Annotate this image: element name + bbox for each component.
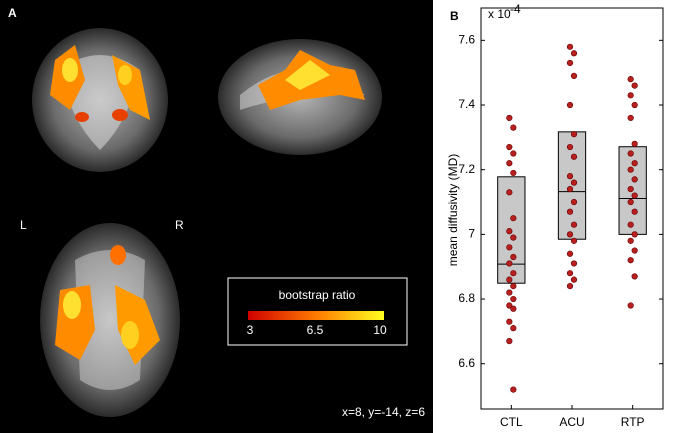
side-label: R (175, 218, 184, 232)
coordinates: x=8, y=-14, z=6 (342, 405, 425, 419)
point (631, 192, 638, 199)
point (570, 237, 578, 244)
point (506, 189, 513, 196)
point (510, 283, 517, 290)
y-tick-label: 7.4 (458, 97, 475, 111)
point (510, 234, 517, 241)
point (566, 208, 574, 215)
axis-multiplier: x 10 (488, 7, 511, 21)
point (627, 257, 634, 264)
point (506, 244, 513, 251)
point (631, 82, 638, 89)
point (570, 276, 578, 283)
point (570, 260, 578, 267)
point (627, 76, 634, 83)
point (510, 325, 517, 332)
point (566, 250, 574, 257)
point (631, 160, 638, 167)
colorbar-tick-label: 3 (247, 323, 254, 337)
y-tick-label: 6.8 (458, 291, 475, 305)
colorbar-ticks: 3 6.5 10 (247, 323, 387, 337)
side-label: L (20, 218, 27, 232)
x-tick-label: CTL (500, 415, 523, 429)
point (627, 166, 634, 173)
point (566, 185, 574, 193)
point (570, 131, 578, 138)
point (631, 208, 638, 215)
point (570, 179, 578, 186)
colorbar (248, 311, 384, 320)
point (631, 231, 638, 238)
point (627, 114, 634, 122)
y-tick-label: 7.6 (458, 33, 475, 47)
point (510, 169, 517, 177)
point (631, 247, 638, 254)
point (566, 270, 574, 277)
point (631, 176, 638, 183)
y-tick-label: 6.6 (458, 356, 475, 370)
axis-multiplier-exponent: -4 (510, 2, 521, 16)
point (506, 160, 513, 167)
point (566, 59, 574, 67)
point (510, 215, 517, 222)
x-tick-label: RTP (621, 415, 645, 429)
y-tick-label: 7.2 (458, 162, 475, 176)
point (631, 273, 638, 280)
point (506, 114, 513, 122)
point (506, 276, 513, 283)
point (570, 50, 578, 57)
point (631, 101, 638, 109)
brain-images (32, 28, 382, 417)
y-axis-label: mean diffusivity (MD) (446, 154, 460, 266)
plot: 6.6 6.8 7 7.2 7.4 7.6 CTL ACU RTP (458, 7, 664, 429)
point (627, 237, 634, 244)
point (510, 270, 517, 277)
colorbar-tick-label: 10 (373, 323, 387, 337)
point (627, 150, 634, 157)
point (631, 140, 638, 147)
point (627, 198, 634, 206)
point (510, 253, 517, 261)
point (506, 143, 513, 151)
point (627, 302, 634, 309)
point (627, 92, 634, 99)
point (570, 153, 578, 160)
point (510, 305, 517, 312)
point (566, 43, 574, 50)
point (506, 260, 513, 267)
point (570, 72, 578, 80)
point (566, 173, 574, 180)
point (506, 228, 513, 235)
panel-label: A (8, 6, 17, 20)
point (570, 198, 578, 206)
point (510, 386, 517, 393)
point (510, 150, 517, 157)
y-tick-label: 7 (468, 227, 475, 241)
point (627, 185, 634, 193)
point (506, 302, 513, 309)
point (566, 101, 574, 109)
point (566, 143, 574, 151)
point (566, 283, 574, 290)
point (510, 124, 517, 131)
colorbar-tick-label: 6.5 (307, 323, 324, 337)
x-tick-label: ACU (559, 415, 584, 429)
panel-label: B (450, 9, 459, 23)
point (510, 295, 517, 303)
box (557, 131, 587, 240)
point (506, 337, 513, 345)
point (506, 289, 513, 296)
point (570, 221, 578, 228)
point (627, 221, 634, 228)
point (506, 318, 513, 325)
point (566, 231, 574, 238)
colorbar-label: bootstrap ratio (279, 288, 356, 302)
